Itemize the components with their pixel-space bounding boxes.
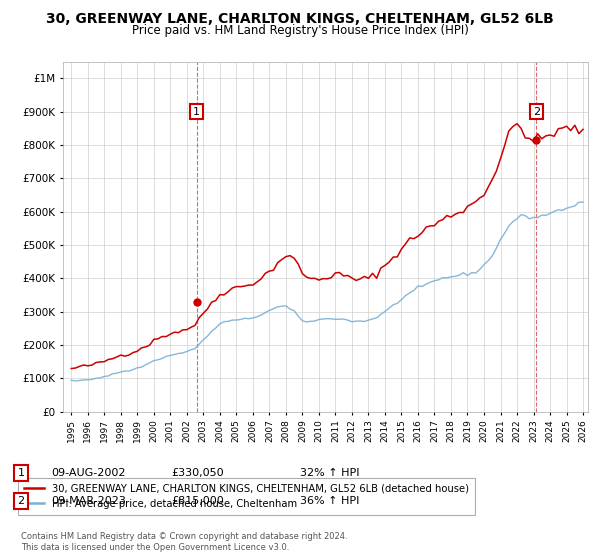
Text: 30, GREENWAY LANE, CHARLTON KINGS, CHELTENHAM, GL52 6LB: 30, GREENWAY LANE, CHARLTON KINGS, CHELT… [46,12,554,26]
Legend: 30, GREENWAY LANE, CHARLTON KINGS, CHELTENHAM, GL52 6LB (detached house), HPI: A: 30, GREENWAY LANE, CHARLTON KINGS, CHELT… [18,478,475,515]
Text: 2: 2 [533,106,540,116]
Text: 36% ↑ HPI: 36% ↑ HPI [300,496,359,506]
Text: Price paid vs. HM Land Registry's House Price Index (HPI): Price paid vs. HM Land Registry's House … [131,24,469,36]
Text: 09-AUG-2002: 09-AUG-2002 [51,468,125,478]
Text: 1: 1 [193,106,200,116]
Text: 2: 2 [17,496,25,506]
Text: 09-MAR-2023: 09-MAR-2023 [51,496,126,506]
Text: Contains HM Land Registry data © Crown copyright and database right 2024.
This d: Contains HM Land Registry data © Crown c… [21,532,347,552]
Text: £330,050: £330,050 [171,468,224,478]
Text: 32% ↑ HPI: 32% ↑ HPI [300,468,359,478]
Text: 1: 1 [17,468,25,478]
Text: £815,000: £815,000 [171,496,224,506]
